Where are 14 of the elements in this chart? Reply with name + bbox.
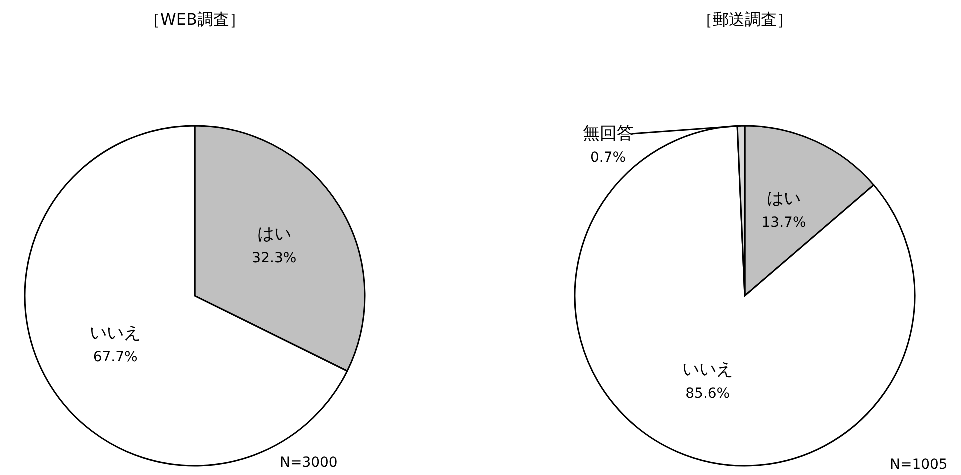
- slice-label: はい: [767, 189, 802, 210]
- slice-label: 無回答: [582, 124, 634, 144]
- slice-label: いいえ: [90, 323, 142, 344]
- chart-title: ［郵送調査］: [697, 10, 793, 29]
- text: N=3000: [280, 455, 338, 471]
- slice-label: はい: [257, 224, 292, 245]
- text: N=1005: [890, 457, 948, 473]
- data-label: 0.7%: [590, 150, 626, 166]
- data-label: 85.6%: [686, 386, 730, 402]
- data-label: 32.3%: [252, 250, 297, 267]
- slice-label: いいえ: [682, 360, 734, 380]
- chart-title: ［WEB調査］: [144, 10, 246, 29]
- data-label: 13.7%: [762, 215, 806, 232]
- data-label: 67.7%: [93, 349, 138, 366]
